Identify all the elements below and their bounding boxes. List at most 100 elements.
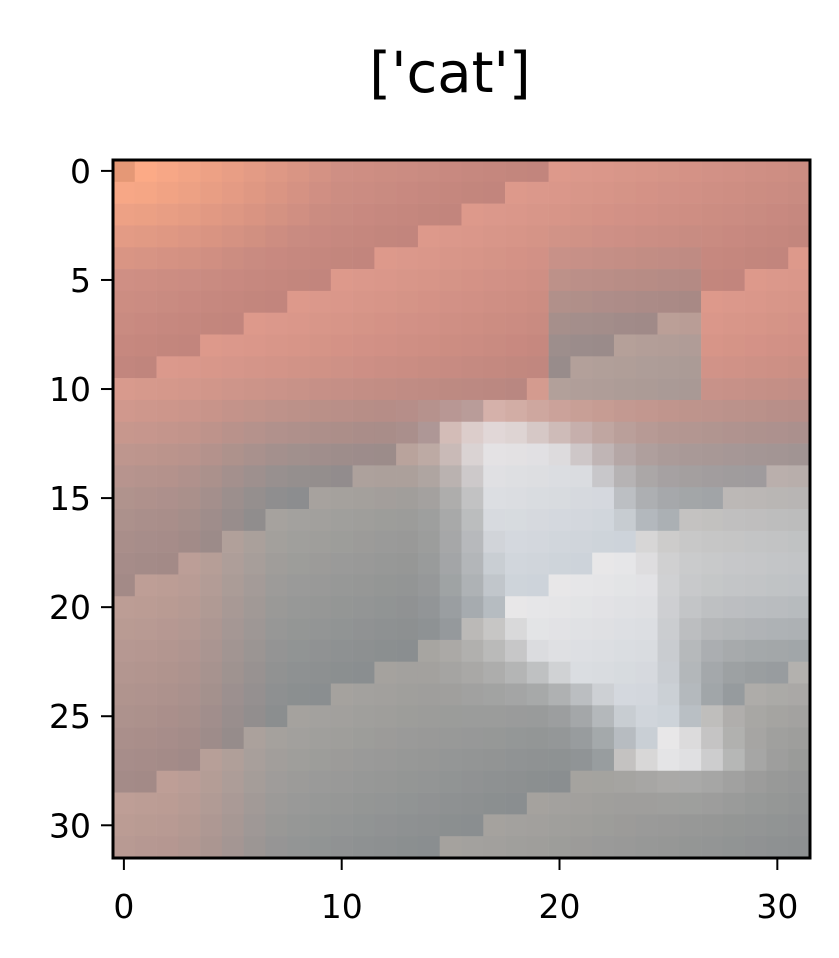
pixel-cell bbox=[287, 661, 310, 684]
pixel-cell bbox=[657, 160, 680, 183]
pixel-cell bbox=[221, 421, 244, 444]
pixel-cell bbox=[679, 443, 702, 466]
pixel-cell bbox=[744, 160, 767, 183]
pixel-cell bbox=[701, 618, 724, 641]
pixel-cell bbox=[221, 552, 244, 575]
pixel-cell bbox=[178, 618, 201, 641]
pixel-cell bbox=[439, 312, 462, 335]
pixel-cell bbox=[243, 290, 266, 313]
pixel-cell bbox=[483, 269, 506, 292]
pixel-cell bbox=[701, 770, 724, 793]
pixel-cell bbox=[788, 705, 811, 728]
pixel-cell bbox=[265, 465, 288, 488]
pixel-cell bbox=[548, 574, 571, 597]
pixel-cell bbox=[570, 705, 593, 728]
pixel-cell bbox=[766, 618, 789, 641]
pixel-cell bbox=[505, 290, 528, 313]
pixel-cell bbox=[309, 421, 332, 444]
pixel-cell bbox=[243, 618, 266, 641]
pixel-cell bbox=[352, 705, 375, 728]
pixel-cell bbox=[287, 596, 310, 619]
pixel-cell bbox=[374, 574, 397, 597]
pixel-cell bbox=[417, 705, 441, 728]
pixel-cell bbox=[352, 552, 375, 575]
pixel-cell bbox=[635, 465, 658, 488]
pixel-cell bbox=[592, 465, 615, 488]
pixel-cell bbox=[505, 160, 528, 183]
pixel-cell bbox=[330, 290, 353, 313]
pixel-cell bbox=[374, 312, 397, 335]
pixel-cell bbox=[417, 574, 441, 597]
pixel-cell bbox=[635, 356, 658, 379]
pixel-cell bbox=[156, 792, 179, 815]
pixel-cell bbox=[635, 509, 658, 532]
pixel-cell bbox=[243, 247, 266, 270]
pixel-cell bbox=[744, 836, 767, 859]
pixel-cell bbox=[439, 552, 462, 575]
pixel-cell bbox=[461, 399, 484, 423]
pixel-cell bbox=[439, 465, 462, 488]
pixel-cell bbox=[243, 574, 266, 597]
pixel-cell bbox=[570, 203, 593, 226]
pixel-cell bbox=[744, 748, 767, 772]
pixel-cell bbox=[722, 181, 745, 204]
pixel-cell bbox=[243, 312, 266, 335]
pixel-cell bbox=[113, 312, 136, 335]
pixel-cell bbox=[613, 836, 637, 859]
pixel-cell bbox=[526, 509, 549, 532]
pixel-cell bbox=[287, 683, 310, 706]
pixel-cell bbox=[570, 334, 593, 357]
pixel-cell bbox=[788, 770, 811, 793]
pixel-cell bbox=[396, 290, 419, 313]
pixel-cell bbox=[548, 727, 571, 750]
pixel-cell bbox=[417, 247, 441, 270]
pixel-cell bbox=[657, 290, 680, 313]
pixel-cell bbox=[526, 356, 549, 379]
pixel-cell bbox=[679, 639, 702, 662]
pixel-cell bbox=[221, 399, 244, 423]
pixel-cell bbox=[788, 203, 811, 226]
pixel-cell bbox=[134, 574, 157, 597]
pixel-cell bbox=[134, 530, 157, 553]
pixel-cell bbox=[592, 247, 615, 270]
pixel-cell bbox=[635, 661, 658, 684]
pixel-cell bbox=[679, 770, 702, 793]
pixel-cell bbox=[200, 465, 223, 488]
pixel-cell bbox=[156, 334, 179, 357]
pixel-cell bbox=[679, 618, 702, 641]
pixel-cell bbox=[439, 356, 462, 379]
pixel-cell bbox=[592, 181, 615, 204]
pixel-cell bbox=[505, 181, 528, 204]
pixel-cell bbox=[309, 181, 332, 204]
pixel-cell bbox=[744, 552, 767, 575]
pixel-cell bbox=[722, 269, 745, 292]
pixel-cell bbox=[766, 181, 789, 204]
pixel-cell bbox=[635, 683, 658, 706]
pixel-cell bbox=[701, 465, 724, 488]
pixel-cell bbox=[439, 399, 462, 423]
pixel-cell bbox=[744, 683, 767, 706]
pixel-cell bbox=[200, 247, 223, 270]
pixel-cell bbox=[788, 639, 811, 662]
pixel-cell bbox=[243, 225, 266, 248]
pixel-cell bbox=[330, 160, 353, 183]
pixel-cell bbox=[352, 290, 375, 313]
pixel-cell bbox=[461, 443, 484, 466]
pixel-cell bbox=[635, 596, 658, 619]
pixel-cell bbox=[374, 290, 397, 313]
pixel-cell bbox=[766, 596, 789, 619]
pixel-cell bbox=[788, 421, 811, 444]
pixel-cell bbox=[483, 378, 506, 401]
pixel-cell bbox=[461, 792, 484, 815]
pixel-cell bbox=[178, 552, 201, 575]
pixel-cell bbox=[287, 836, 310, 859]
pixel-cell bbox=[265, 618, 288, 641]
pixel-cell bbox=[330, 552, 353, 575]
pixel-cell bbox=[265, 334, 288, 357]
y-tick-label: 30 bbox=[49, 806, 91, 845]
pixel-cell bbox=[505, 203, 528, 226]
pixel-cell bbox=[722, 378, 745, 401]
pixel-cell bbox=[287, 465, 310, 488]
pixel-cell bbox=[570, 574, 593, 597]
pixel-cell bbox=[309, 836, 332, 859]
